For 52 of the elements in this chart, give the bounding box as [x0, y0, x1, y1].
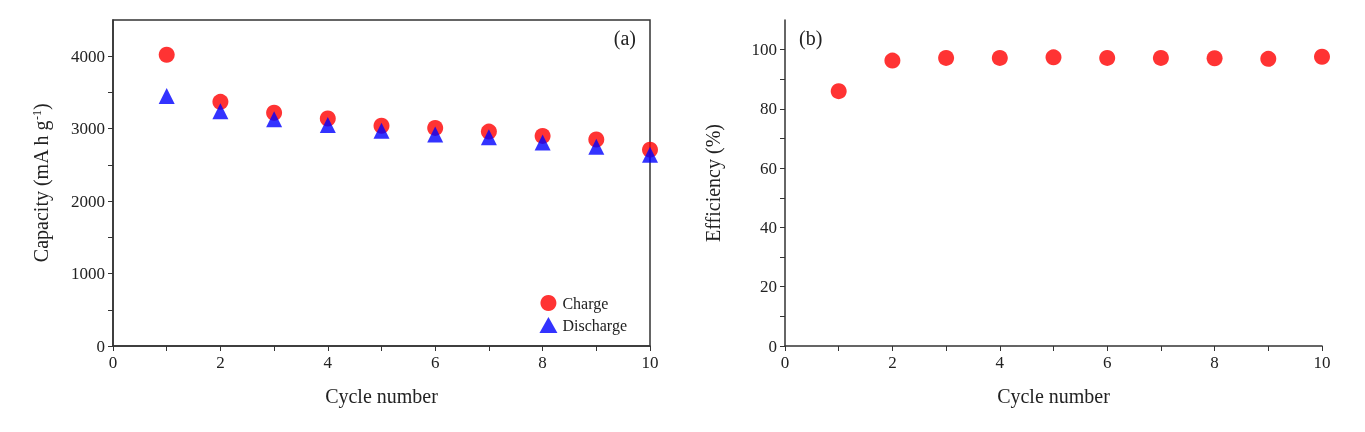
- x-tick-label: 8: [538, 353, 547, 372]
- y-tick-label: 0: [96, 336, 105, 356]
- y-tick-label: 4000: [71, 46, 105, 66]
- point: [158, 46, 175, 63]
- y-tick-label: 100: [751, 40, 777, 60]
- point: [373, 122, 390, 139]
- x-tick-label: 2: [216, 353, 225, 372]
- x-tick-label: 0: [780, 353, 790, 372]
- x-tick-label: 0: [108, 353, 118, 372]
- x-tick-label: 4: [323, 353, 333, 372]
- x-axis-title: Cycle number: [325, 385, 439, 408]
- annotation: (a): [613, 27, 637, 50]
- x-tick-label: 2: [888, 353, 897, 372]
- point: [427, 126, 444, 143]
- point: [938, 49, 955, 66]
- x-tick-label: 8: [1210, 353, 1219, 372]
- x-tick-label: 10: [641, 353, 659, 372]
- point: [1260, 50, 1277, 67]
- legend-label: Discharge: [562, 316, 628, 335]
- annotation: (b): [799, 27, 823, 50]
- x-tick-label: 6: [430, 353, 440, 372]
- point: [534, 134, 551, 151]
- x-tick-label: 6: [1102, 353, 1112, 372]
- point: [319, 117, 336, 134]
- y-tick-label: 60: [760, 158, 777, 178]
- point: [991, 49, 1008, 66]
- point: [266, 111, 283, 128]
- point: [1314, 48, 1330, 65]
- y-tick-label: 1000: [71, 264, 105, 284]
- y-tick-label: 20: [760, 277, 777, 297]
- point: [212, 103, 229, 120]
- y-axis-title: Capacity (mA h g-1): [30, 103, 53, 263]
- point: [830, 83, 847, 100]
- point: [588, 138, 605, 155]
- x-tick-label: 10: [1313, 353, 1331, 372]
- y-axis-title: Efficiency (%): [702, 124, 725, 242]
- y-tick-label: 2000: [71, 191, 105, 211]
- point: [158, 88, 175, 105]
- point: [1099, 49, 1116, 66]
- y-tick-label: 3000: [71, 119, 105, 139]
- x-axis-title: Cycle number: [997, 385, 1111, 408]
- point: [884, 52, 901, 69]
- point: [480, 129, 497, 146]
- point: [1045, 49, 1062, 66]
- point: [1206, 50, 1223, 67]
- point: [642, 146, 658, 163]
- x-tick-label: 4: [995, 353, 1005, 372]
- y-tick-label: 0: [768, 336, 777, 356]
- point: [1152, 49, 1169, 66]
- y-tick-label: 80: [760, 99, 777, 119]
- y-tick-label: 40: [760, 217, 777, 237]
- legend-label: Charge: [562, 294, 609, 313]
